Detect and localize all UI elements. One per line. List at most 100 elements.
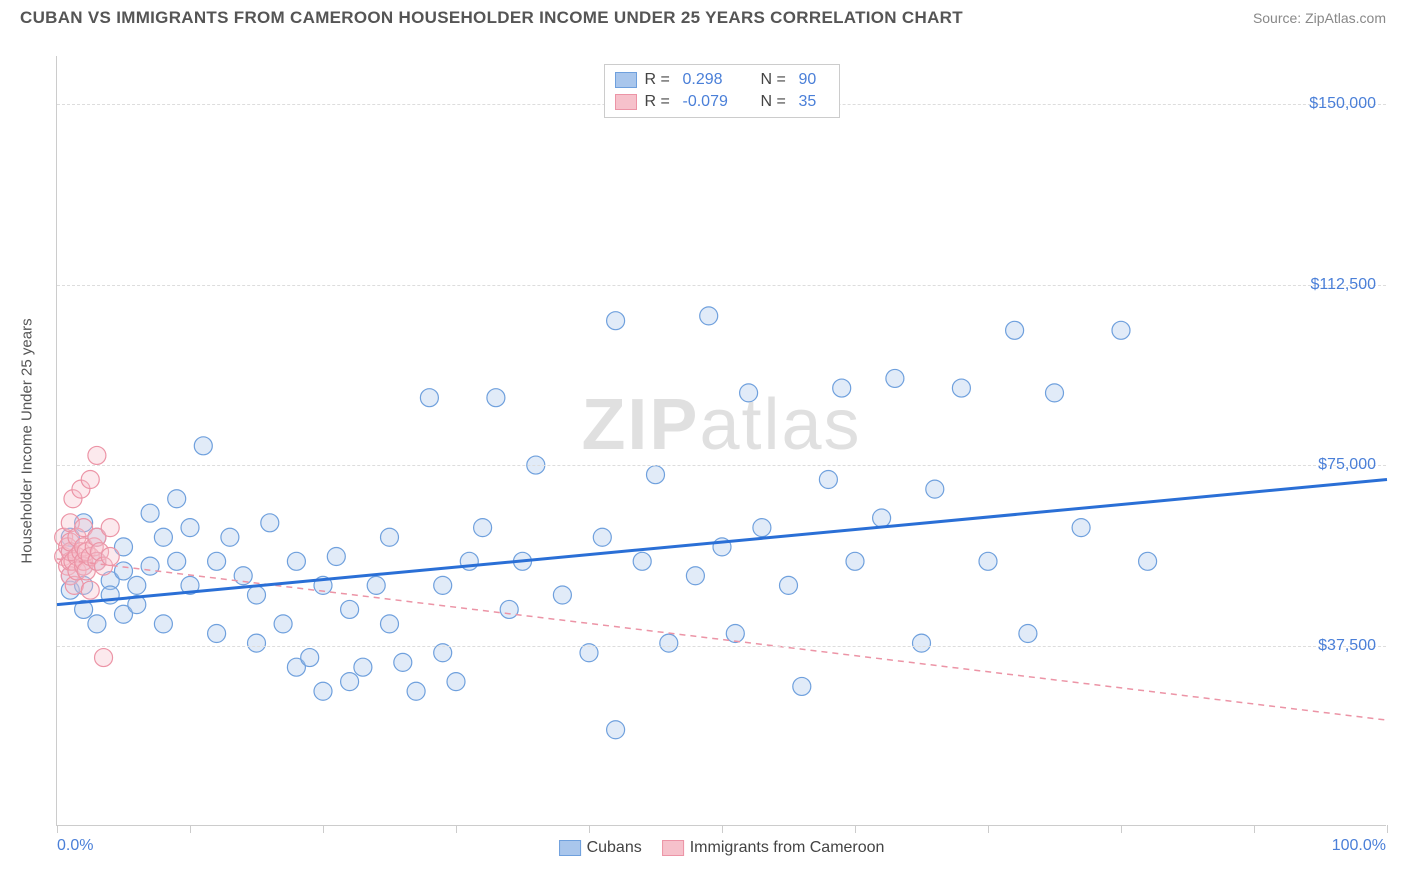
chart-header: CUBAN VS IMMIGRANTS FROM CAMEROON HOUSEH… xyxy=(0,0,1406,32)
data-point xyxy=(341,600,359,618)
stats-row-cubans: R = 0.298 N = 90 xyxy=(615,69,829,91)
stats-row-cameroon: R = -0.079 N = 35 xyxy=(615,91,829,113)
x-tick xyxy=(722,825,723,833)
data-point xyxy=(95,649,113,667)
y-tick-label: $112,500 xyxy=(1310,276,1376,294)
data-point xyxy=(354,658,372,676)
data-point xyxy=(248,586,266,604)
data-point xyxy=(1046,384,1064,402)
data-point xyxy=(740,384,758,402)
data-point xyxy=(926,480,944,498)
y-tick-label: $150,000 xyxy=(1309,95,1376,113)
data-point xyxy=(487,389,505,407)
x-tick xyxy=(988,825,989,833)
data-point xyxy=(381,615,399,633)
data-point xyxy=(913,634,931,652)
data-point xyxy=(141,504,159,522)
data-point xyxy=(168,552,186,570)
data-point xyxy=(274,615,292,633)
y-axis-label: Householder Income Under 25 years xyxy=(19,318,36,563)
x-tick xyxy=(589,825,590,833)
x-axis-max-label: 100.0% xyxy=(1332,837,1386,855)
y-tick-label: $75,000 xyxy=(1318,456,1376,474)
data-point xyxy=(101,548,119,566)
r-value-cubans: 0.298 xyxy=(683,71,753,89)
data-point xyxy=(700,307,718,325)
legend-item-cameroon: Immigrants from Cameroon xyxy=(662,839,885,857)
data-point xyxy=(979,552,997,570)
data-point xyxy=(115,562,133,580)
data-point xyxy=(394,653,412,671)
data-point xyxy=(647,466,665,484)
data-point xyxy=(154,528,172,546)
data-point xyxy=(154,615,172,633)
data-point xyxy=(208,625,226,643)
data-point xyxy=(141,557,159,575)
data-point xyxy=(607,312,625,330)
chart-source: Source: ZipAtlas.com xyxy=(1253,10,1386,26)
data-point xyxy=(607,721,625,739)
x-tick xyxy=(1121,825,1122,833)
data-point xyxy=(208,552,226,570)
x-axis-min-label: 0.0% xyxy=(57,837,93,855)
data-point xyxy=(367,576,385,594)
swatch-cameroon xyxy=(662,840,684,856)
x-tick xyxy=(190,825,191,833)
data-point xyxy=(261,514,279,532)
data-point xyxy=(81,471,99,489)
x-tick xyxy=(456,825,457,833)
x-tick xyxy=(323,825,324,833)
n-value-cameroon: 35 xyxy=(799,93,829,111)
data-point xyxy=(1006,321,1024,339)
data-point xyxy=(819,471,837,489)
data-point xyxy=(88,615,106,633)
x-tick xyxy=(855,825,856,833)
data-point xyxy=(633,552,651,570)
swatch-cameroon xyxy=(615,94,637,110)
data-point xyxy=(248,634,266,652)
data-point xyxy=(1019,625,1037,643)
data-point xyxy=(287,552,305,570)
data-point xyxy=(381,528,399,546)
gridline xyxy=(57,465,1386,466)
data-point xyxy=(593,528,611,546)
data-point xyxy=(873,509,891,527)
gridline xyxy=(57,646,1386,647)
trend-line xyxy=(57,480,1387,605)
data-point xyxy=(1112,321,1130,339)
data-point xyxy=(1072,519,1090,537)
data-point xyxy=(753,519,771,537)
data-point xyxy=(500,600,518,618)
bottom-legend: Cubans Immigrants from Cameroon xyxy=(559,839,885,857)
r-value-cameroon: -0.079 xyxy=(683,93,753,111)
data-point xyxy=(314,682,332,700)
data-point xyxy=(474,519,492,537)
data-point xyxy=(952,379,970,397)
data-point xyxy=(793,677,811,695)
data-point xyxy=(181,519,199,537)
r-label: R = xyxy=(645,93,675,111)
data-point xyxy=(221,528,239,546)
n-label: N = xyxy=(761,71,791,89)
data-point xyxy=(88,446,106,464)
data-point xyxy=(553,586,571,604)
data-point xyxy=(341,673,359,691)
data-point xyxy=(81,581,99,599)
data-point xyxy=(434,576,452,594)
swatch-cubans xyxy=(615,72,637,88)
data-point xyxy=(780,576,798,594)
chart-title: CUBAN VS IMMIGRANTS FROM CAMEROON HOUSEH… xyxy=(20,8,963,28)
data-point xyxy=(833,379,851,397)
data-point xyxy=(101,519,119,537)
data-point xyxy=(660,634,678,652)
data-point xyxy=(447,673,465,691)
x-tick xyxy=(57,825,58,833)
gridline xyxy=(57,285,1386,286)
scatter-plot-svg xyxy=(57,56,1386,825)
data-point xyxy=(886,369,904,387)
swatch-cubans xyxy=(559,840,581,856)
legend-label-cubans: Cubans xyxy=(587,839,642,857)
chart-container: ZIPatlas R = 0.298 N = 90 R = -0.079 N =… xyxy=(56,56,1386,826)
data-point xyxy=(327,548,345,566)
r-label: R = xyxy=(645,71,675,89)
